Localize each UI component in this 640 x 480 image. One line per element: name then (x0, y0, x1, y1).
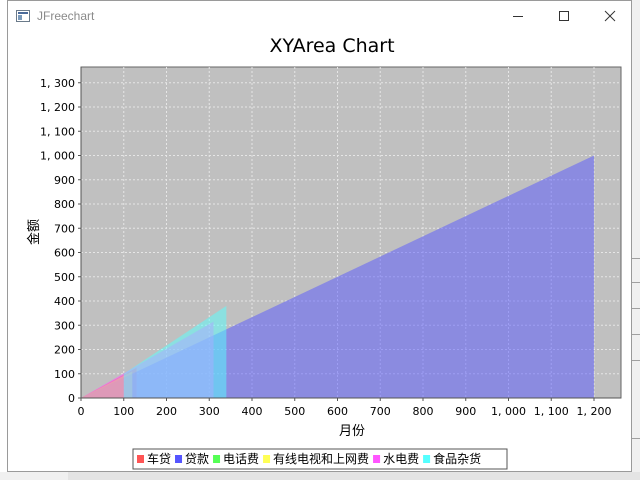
legend: 车贷 贷款 电话费 有线电视和上网费 水电费 食品杂货 (132, 448, 508, 470)
java-app-icon (16, 10, 30, 22)
legend-swatch (175, 455, 183, 463)
x-tick-label: 100 (113, 405, 134, 418)
legend-swatch (263, 455, 271, 463)
legend-label: 贷款 (185, 452, 209, 466)
background-strip (632, 0, 640, 480)
legend-swatch (373, 455, 381, 463)
y-tick-label: 300 (54, 319, 75, 332)
title-bar[interactable]: JFreechart (8, 1, 631, 31)
x-tick-label: 200 (156, 405, 177, 418)
y-axis-label: 金额 (26, 219, 42, 245)
y-tick-label: 1, 100 (40, 125, 75, 138)
legend-label: 食品杂货 (433, 451, 481, 466)
close-icon (604, 10, 616, 22)
background-strip (68, 472, 640, 480)
legend-label: 有线电视和上网费 (273, 451, 369, 466)
x-axis-ticks: 0 100 200 300 400 500 600 700 800 900 1, 000 1, 100… (78, 398, 612, 418)
y-tick-label: 600 (54, 247, 75, 260)
series-area (123, 305, 227, 398)
x-tick-label: 800 (413, 405, 434, 418)
minimize-icon (513, 16, 523, 17)
x-tick-label: 0 (78, 405, 85, 418)
window-title: JFreechart (37, 9, 95, 23)
x-tick-label: 900 (455, 405, 476, 418)
x-tick-label: 600 (327, 405, 348, 418)
background-divider (632, 334, 640, 335)
x-tick-label: 1, 200 (577, 405, 612, 418)
series-areas (81, 155, 594, 398)
background-divider (632, 308, 640, 309)
legend-label: 水电费 (383, 452, 419, 466)
legend-label: 电话费 (223, 452, 259, 466)
y-tick-label: 900 (54, 174, 75, 187)
minimize-button[interactable] (495, 1, 541, 31)
legend-swatch (423, 455, 431, 463)
x-tick-label: 1, 100 (534, 405, 569, 418)
y-tick-label: 1, 200 (40, 101, 75, 114)
legend-label: 车贷 (147, 451, 171, 466)
chart-title: XYArea Chart (269, 35, 394, 57)
y-tick-label: 800 (54, 198, 75, 211)
y-tick-label: 500 (54, 271, 75, 284)
x-axis-label: 月份 (339, 424, 365, 439)
legend-items: 车贷 贷款 电话费 有线电视和上网费 水电费 食品杂货 (137, 451, 481, 466)
y-tick-label: 400 (54, 295, 75, 308)
y-tick-label: 1, 000 (40, 150, 75, 163)
maximize-icon (559, 11, 569, 21)
y-tick-label: 0 (68, 392, 75, 405)
legend-swatch (137, 455, 144, 463)
background-divider (632, 360, 640, 361)
background-divider (632, 282, 640, 283)
legend-frame (132, 448, 508, 470)
x-tick-label: 1, 000 (491, 405, 526, 418)
legend-swatch (213, 455, 221, 463)
background-divider (632, 438, 640, 439)
y-axis-ticks: 0 100 200 300 400 500 600 700 800 900 1, 000 1, 100… (40, 77, 81, 405)
y-tick-label: 100 (54, 368, 75, 381)
y-tick-label: 200 (54, 344, 75, 357)
y-tick-label: 1, 300 (40, 77, 75, 90)
close-button[interactable] (587, 1, 633, 31)
x-tick-label: 500 (284, 405, 305, 418)
x-tick-label: 300 (199, 405, 220, 418)
x-tick-label: 700 (370, 405, 391, 418)
maximize-button[interactable] (541, 1, 587, 31)
y-tick-label: 700 (54, 222, 75, 235)
x-tick-label: 400 (242, 405, 263, 418)
background-divider (632, 258, 640, 259)
